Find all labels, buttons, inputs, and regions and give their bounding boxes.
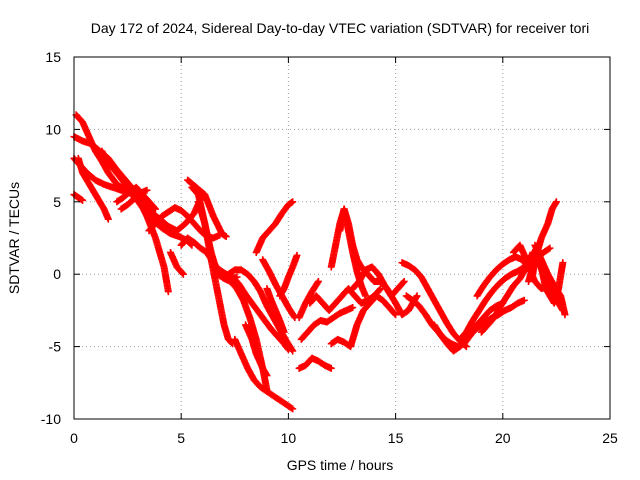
data-point bbox=[376, 286, 384, 294]
series-arc3 bbox=[74, 154, 112, 223]
axis-ticks bbox=[73, 56, 611, 420]
axis-tick-labels: 0 5 10 15 20 25 -10 -5 0 5 10 15 bbox=[41, 49, 618, 446]
y-tick-label: 5 bbox=[53, 194, 61, 210]
data-point bbox=[104, 215, 112, 223]
data-point bbox=[391, 310, 399, 318]
y-tick-label: -5 bbox=[49, 339, 62, 355]
data-point bbox=[559, 259, 567, 267]
data-point bbox=[179, 270, 187, 278]
y-axis-label: SDTVAR / TECUs bbox=[6, 182, 22, 294]
data-point bbox=[314, 279, 322, 287]
series-arc25 bbox=[295, 277, 322, 322]
data-point bbox=[289, 198, 297, 206]
series-arc39 bbox=[531, 241, 569, 319]
data-point bbox=[178, 269, 186, 277]
series-arc8 bbox=[117, 186, 151, 213]
data-point bbox=[399, 278, 407, 286]
y-tick-label: -10 bbox=[41, 411, 61, 427]
series-arc19 bbox=[252, 198, 297, 256]
series-arc15 bbox=[209, 263, 292, 353]
data-point bbox=[289, 347, 297, 355]
data-point bbox=[143, 186, 151, 194]
data-point bbox=[546, 244, 554, 252]
data-point bbox=[362, 292, 370, 300]
data-point bbox=[263, 372, 271, 380]
x-tick-label: 15 bbox=[388, 430, 404, 446]
data-point bbox=[552, 198, 560, 206]
series-arc10 bbox=[166, 248, 187, 278]
data-point bbox=[151, 205, 159, 213]
data-points bbox=[70, 111, 569, 413]
series-arc2 bbox=[70, 191, 87, 204]
plot-frame bbox=[73, 56, 611, 420]
data-point bbox=[288, 346, 296, 354]
data-point bbox=[280, 328, 288, 336]
data-point bbox=[79, 196, 87, 204]
data-point bbox=[349, 304, 357, 312]
series-arc23 bbox=[295, 354, 335, 372]
series-arc16 bbox=[231, 335, 297, 413]
x-tick-label: 20 bbox=[495, 430, 511, 446]
series-arc22 bbox=[276, 251, 301, 300]
series-arc18 bbox=[242, 321, 271, 380]
data-point bbox=[520, 296, 528, 304]
series-arc6 bbox=[98, 147, 196, 249]
series-arc31 bbox=[398, 259, 470, 351]
data-point bbox=[413, 292, 421, 300]
data-point bbox=[561, 311, 569, 319]
series-arc30 bbox=[349, 263, 408, 300]
data-point bbox=[314, 277, 322, 285]
x-axis-label: GPS time / hours bbox=[287, 457, 394, 473]
series-arc12 bbox=[184, 176, 230, 241]
data-point bbox=[392, 311, 400, 319]
series-arc27 bbox=[327, 292, 400, 351]
data-point bbox=[164, 288, 172, 296]
series-arc21 bbox=[263, 285, 288, 336]
data-point bbox=[377, 285, 385, 293]
data-point bbox=[293, 251, 301, 259]
x-tick-label: 0 bbox=[70, 430, 78, 446]
series-arc17 bbox=[224, 266, 297, 355]
x-tick-label: 5 bbox=[177, 430, 185, 446]
chart-title: Day 172 of 2024, Sidereal Day-to-day VTE… bbox=[91, 20, 590, 36]
series-arc26 bbox=[306, 285, 385, 314]
data-point bbox=[151, 204, 159, 212]
y-tick-label: 10 bbox=[45, 121, 61, 137]
series-arc24 bbox=[297, 304, 357, 343]
data-point bbox=[222, 233, 230, 241]
data-point bbox=[289, 405, 297, 413]
data-point bbox=[545, 245, 553, 253]
x-tick-label: 10 bbox=[281, 430, 297, 446]
data-point bbox=[327, 364, 335, 372]
x-tick-label: 25 bbox=[602, 430, 618, 446]
data-point bbox=[287, 404, 295, 412]
data-point bbox=[400, 277, 408, 285]
y-tick-label: 15 bbox=[45, 49, 61, 65]
y-tick-label: 0 bbox=[53, 266, 61, 282]
